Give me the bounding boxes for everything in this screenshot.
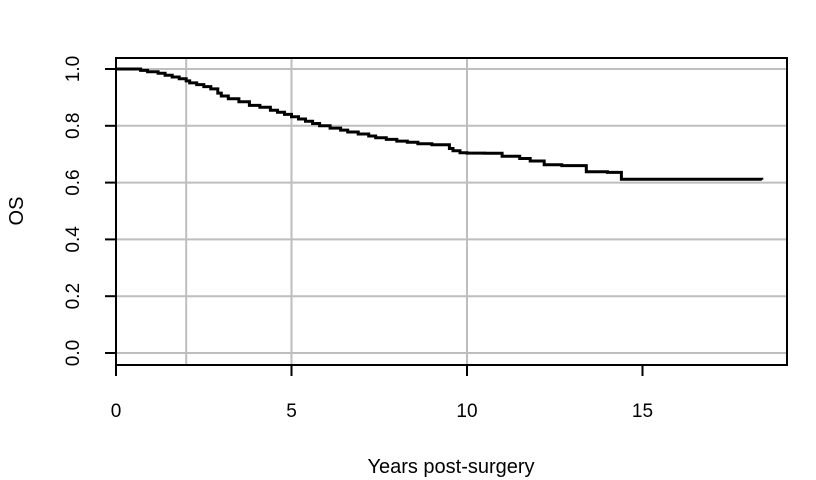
y-tick-label: 0.2 [63,283,84,309]
x-axis: 0 5 10 15 [111,364,653,422]
y-tick-label: 0.8 [63,113,84,139]
x-tick-label: 15 [632,401,653,422]
series-layer [116,67,764,181]
grid-lines [116,58,787,365]
x-tick-label: 10 [456,401,477,422]
survival-curve [116,67,764,181]
x-tick-label: 0 [111,401,122,422]
y-axis-title: OS [6,197,28,226]
y-tick-label: 0.4 [63,226,84,253]
x-tick-label: 5 [286,401,297,422]
y-tick-label: 1.0 [63,56,84,82]
y-axis: 0.0 0.2 0.4 0.6 0.8 1.0 [63,56,117,366]
x-axis-title: Years post-surgery [367,456,534,478]
y-tick-label: 0.6 [63,169,84,195]
plot-frame [115,57,788,366]
y-tick-label: 0.0 [63,340,84,366]
